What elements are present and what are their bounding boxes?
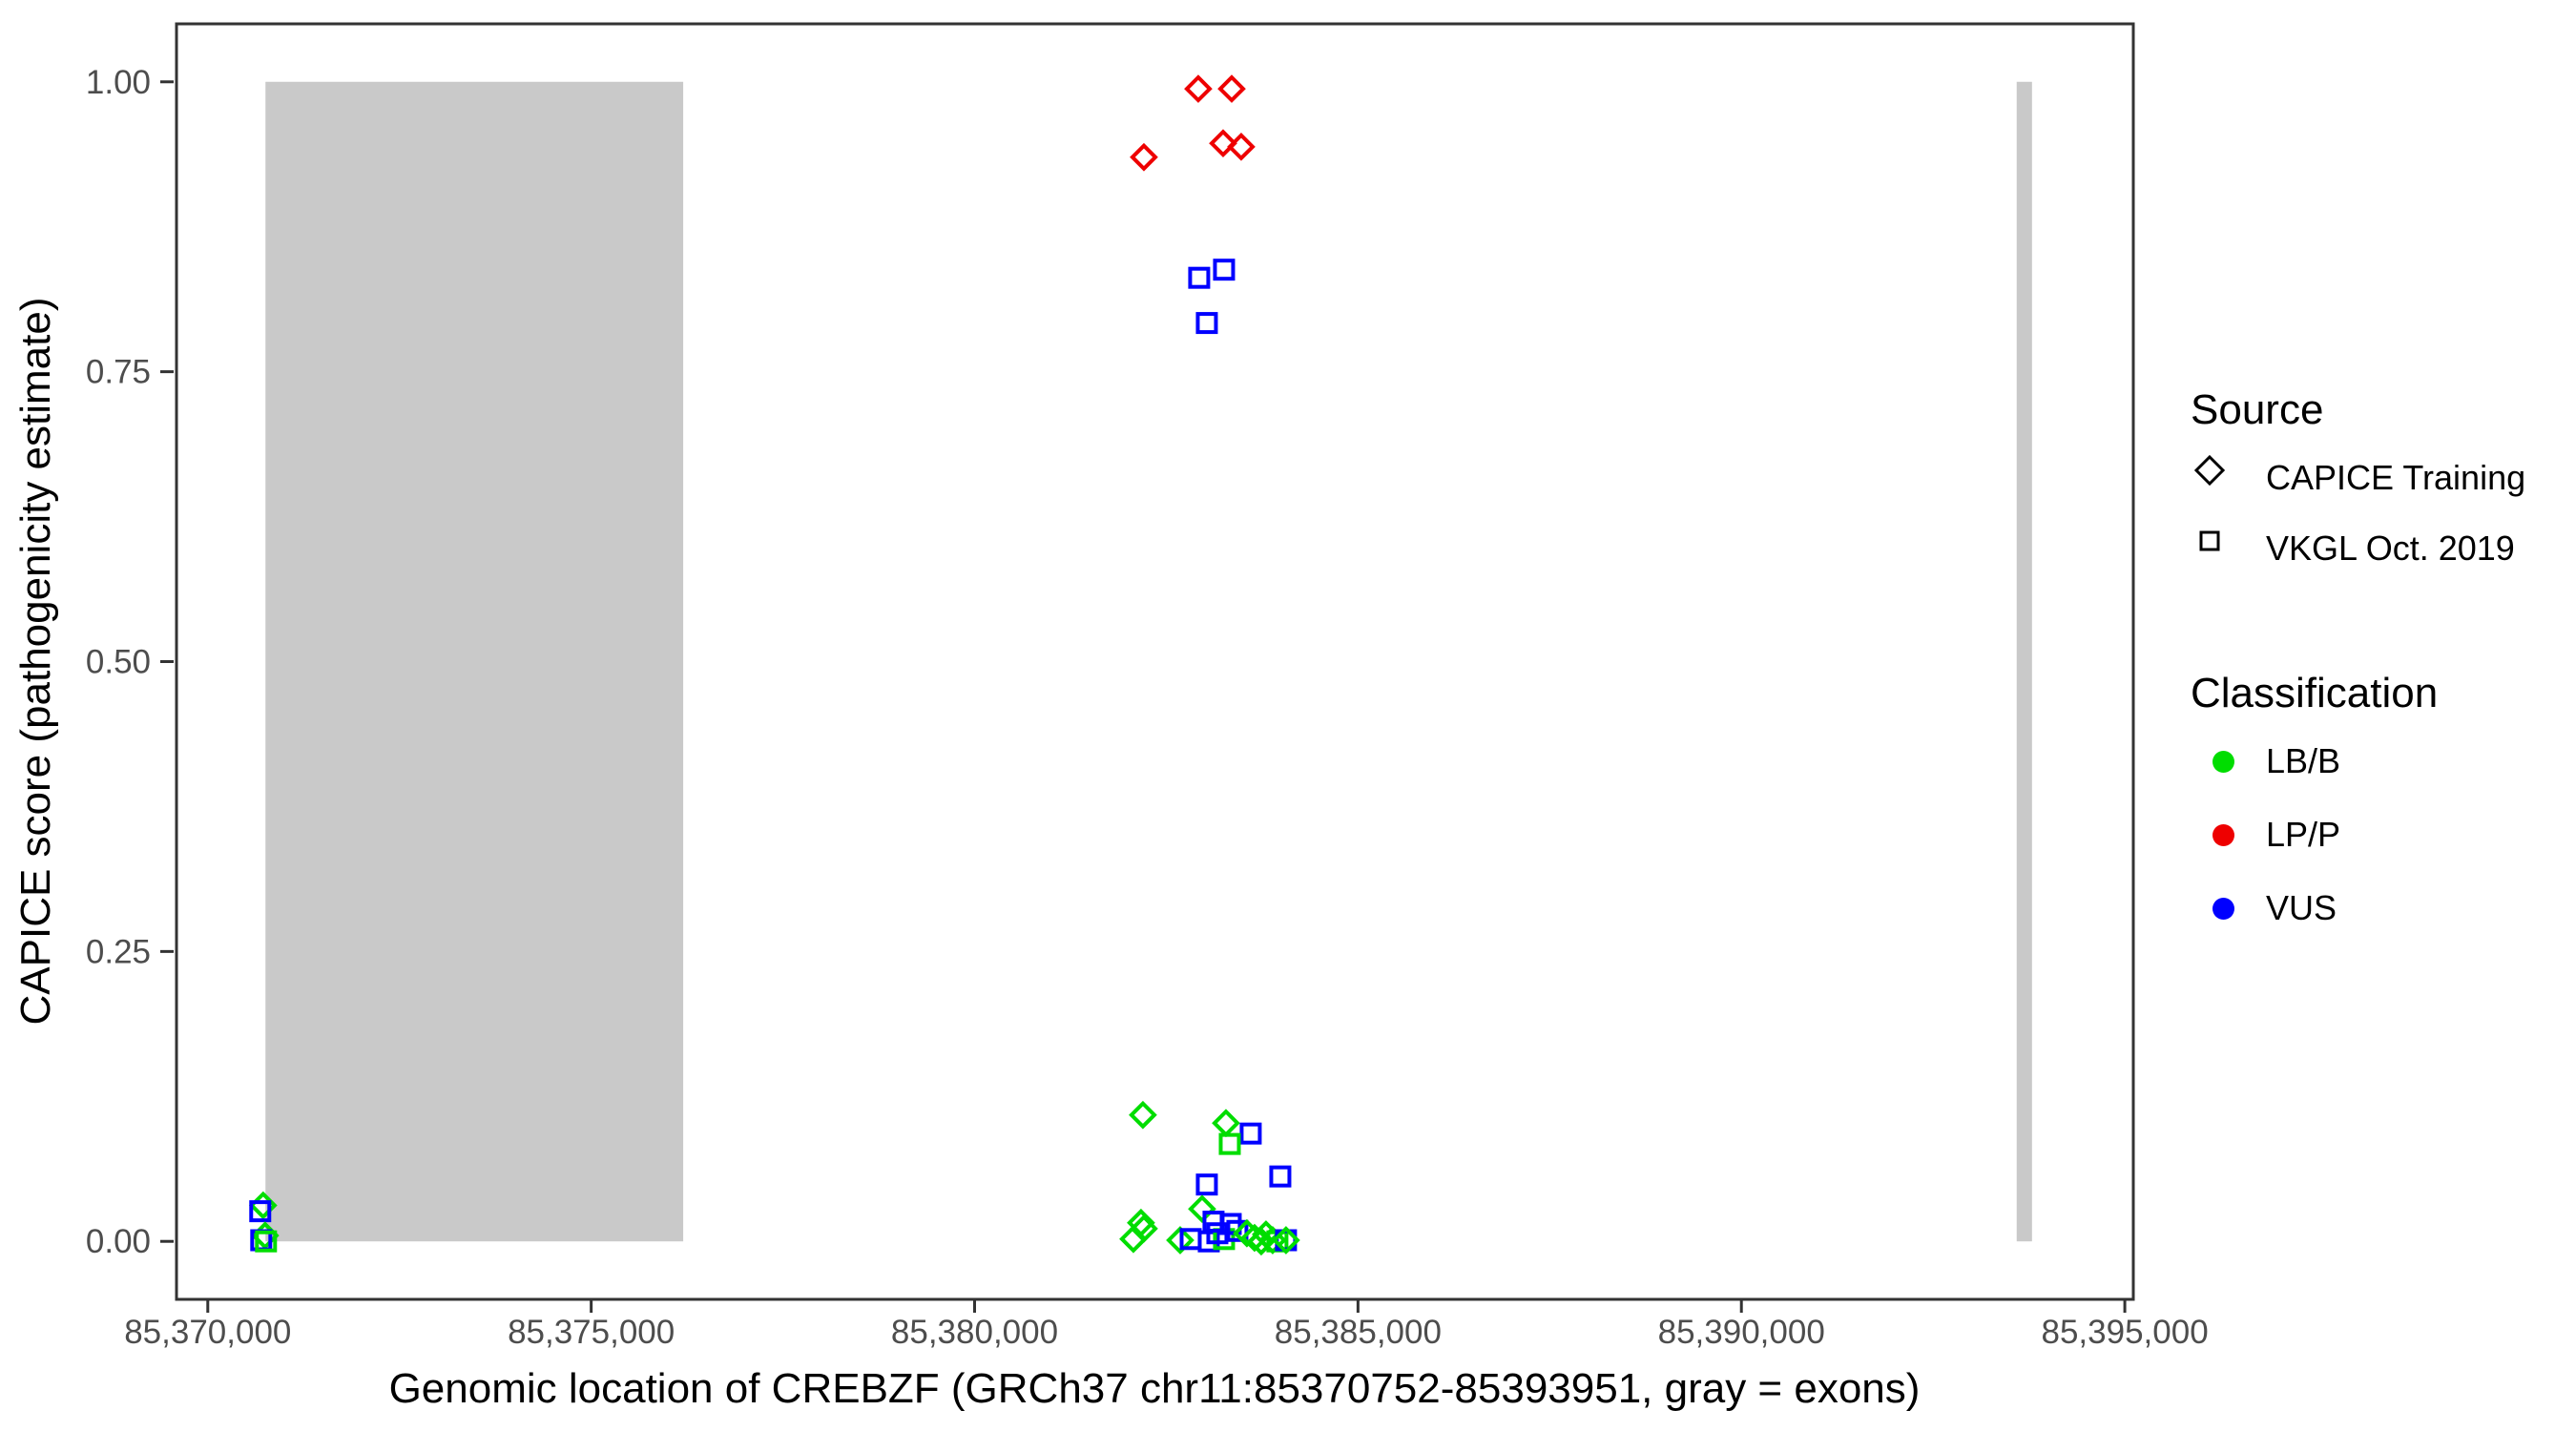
y-tick-label: 0.75: [86, 354, 151, 391]
y-tick-label: 0.00: [86, 1223, 151, 1260]
data-point-diamond: [1272, 1226, 1300, 1255]
x-axis-title: Genomic location of CREBZF (GRCh37 chr11…: [389, 1365, 1921, 1412]
exon-rect: [265, 81, 684, 1242]
data-points: [248, 74, 1300, 1256]
y-axis-title: CAPICE score (pathogenicity estimate): [12, 298, 59, 1026]
data-point-square: [1269, 1165, 1292, 1188]
data-point-diamond: [1119, 1224, 1148, 1254]
axis-tick-labels: 85,370,000 85,375,000 85,380,000 85,385,000…: [86, 64, 2209, 1351]
x-tick-label: 85,390,000: [1658, 1314, 1825, 1351]
legend-source-title: Source: [2191, 386, 2324, 433]
data-point-diamond: [1227, 132, 1256, 161]
data-point-diamond: [1166, 1226, 1195, 1255]
x-tick-label: 85,375,000: [508, 1314, 675, 1351]
legend-item-lbb: LB/B: [2191, 735, 2340, 788]
exon-rects: [265, 81, 2032, 1242]
legend-item-vus: VUS: [2191, 881, 2337, 935]
x-tick-label: 85,395,000: [2041, 1314, 2208, 1351]
y-tick-label: 0.25: [86, 933, 151, 970]
data-point-square: [1213, 259, 1236, 281]
green-dot-icon: [2212, 750, 2234, 773]
blue-dot-icon: [2212, 897, 2234, 920]
legend-item-lpp: LP/P: [2191, 808, 2340, 861]
data-point-square: [255, 1230, 278, 1253]
data-point-square: [1219, 1213, 1242, 1235]
legend-item-label: LB/B: [2266, 741, 2341, 780]
y-tick-label: 1.00: [86, 64, 151, 101]
panel-border: [175, 22, 2135, 1301]
legend-item-label: VKGL Oct. 2019: [2266, 529, 2515, 568]
legend-item-vkgl: VKGL Oct. 2019: [2191, 522, 2515, 575]
axis-ticks: [160, 80, 2127, 1313]
x-tick-label: 85,370,000: [124, 1314, 291, 1351]
y-tick-label: 0.50: [86, 644, 151, 681]
legend-item-label: LP/P: [2266, 815, 2341, 854]
data-point-square: [1195, 312, 1218, 335]
x-tick-label: 85,385,000: [1275, 1314, 1442, 1351]
data-point-diamond: [1130, 142, 1158, 172]
data-point-square: [1188, 266, 1211, 289]
data-point-diamond: [1212, 1109, 1240, 1138]
data-point-square: [1218, 1132, 1241, 1155]
legend-classification-title: Classification: [2191, 670, 2439, 716]
data-point-square: [249, 1200, 272, 1223]
legend-item-label: VUS: [2266, 888, 2337, 927]
data-point-diamond: [1188, 1194, 1216, 1224]
legend-item-label: CAPICE Training: [2266, 458, 2526, 497]
exon-rect: [2016, 81, 2032, 1242]
data-point-square: [1226, 1219, 1249, 1242]
red-dot-icon: [2212, 823, 2234, 846]
x-tick-label: 85,380,000: [891, 1314, 1058, 1351]
diamond-icon: [2193, 454, 2226, 487]
data-point-diamond: [1209, 129, 1237, 158]
data-point-diamond: [1217, 74, 1246, 103]
data-point-diamond: [1129, 1100, 1157, 1130]
data-point-square: [1239, 1122, 1262, 1145]
data-point-diamond: [1184, 74, 1213, 103]
legend-item-capice-training: CAPICE Training: [2191, 451, 2525, 505]
square-icon: [2199, 530, 2220, 551]
data-point-square: [1195, 1173, 1218, 1196]
panel-border-rect: [175, 22, 2135, 1301]
